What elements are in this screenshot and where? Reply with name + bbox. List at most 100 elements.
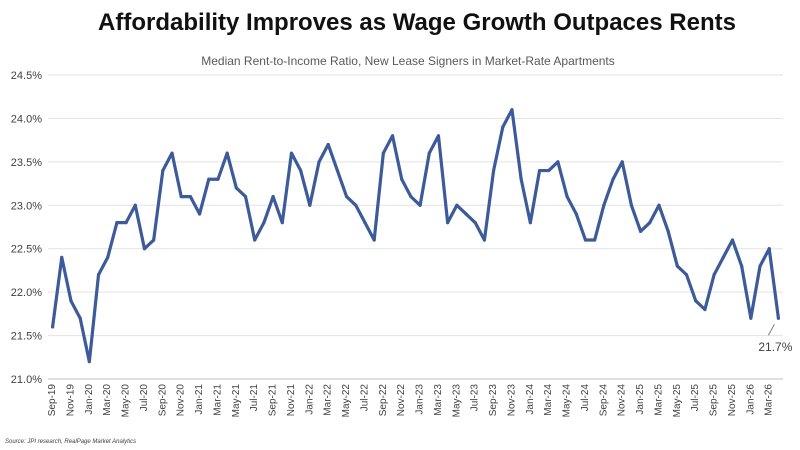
data-point	[418, 203, 422, 207]
y-tick-label: 22.5%	[11, 244, 42, 256]
x-tick-label: Nov-21	[286, 384, 297, 417]
series-layer	[50, 108, 781, 364]
x-tick-label: Mar-25	[653, 384, 664, 416]
x-tick-label: May-22	[341, 384, 352, 418]
data-point	[464, 212, 468, 216]
x-tick-label: Mar-24	[543, 384, 554, 416]
x-tick-label: Jan-22	[304, 384, 315, 415]
data-point	[400, 177, 404, 181]
data-point	[363, 221, 367, 225]
data-point	[694, 299, 698, 303]
y-tick-label: 24.5%	[11, 70, 42, 82]
x-tick-label: May-21	[231, 384, 242, 418]
data-point	[629, 203, 634, 207]
data-point	[758, 264, 762, 268]
data-point	[776, 316, 781, 320]
x-tick-label: Jul-21	[249, 384, 260, 412]
data-point	[344, 195, 349, 199]
x-tick-label: Jan-24	[525, 384, 536, 415]
data-point	[308, 203, 312, 207]
x-tick-label: Nov-22	[396, 384, 407, 417]
data-point	[666, 229, 670, 233]
data-point	[730, 238, 735, 242]
x-tick-label: Mar-20	[102, 384, 113, 416]
data-point	[455, 203, 459, 207]
data-point	[243, 195, 248, 199]
data-point	[482, 238, 487, 242]
data-point	[115, 221, 119, 225]
x-tick-label: May-20	[121, 384, 132, 418]
data-point	[262, 221, 266, 225]
data-point	[583, 238, 588, 242]
data-point	[271, 195, 275, 199]
data-point	[767, 247, 771, 251]
data-point	[638, 229, 643, 233]
data-point	[510, 108, 514, 112]
data-point	[620, 160, 624, 164]
x-tick-label: Mar-23	[433, 384, 444, 416]
annotation-leader	[767, 323, 775, 336]
x-tick-label: Mar-21	[212, 384, 223, 416]
series-line	[50, 108, 781, 364]
data-point	[473, 221, 477, 225]
data-point	[142, 247, 147, 251]
x-tick-label: Nov-25	[727, 384, 738, 417]
x-tick-label: Sep-19	[47, 384, 58, 417]
x-tick-label: Jan-21	[194, 384, 205, 415]
x-tick-label: Sep-22	[378, 384, 389, 417]
data-point	[225, 151, 229, 155]
annotations: 21.7%	[758, 323, 793, 354]
y-tick-label: 23.0%	[11, 200, 42, 212]
x-tick-label: Jul-20	[139, 384, 150, 412]
x-tick-label: Sep-25	[709, 384, 720, 417]
data-point	[234, 186, 238, 190]
y-tick-label: 21.5%	[11, 331, 42, 343]
data-point	[253, 238, 257, 242]
x-tick-label: Mar-22	[323, 384, 334, 416]
data-point	[427, 151, 431, 155]
data-point	[179, 195, 183, 199]
x-tick-label: Sep-23	[488, 384, 499, 417]
data-point	[684, 273, 689, 277]
x-tick-label: May-24	[562, 384, 573, 418]
data-point	[547, 168, 551, 173]
data-point	[712, 273, 716, 277]
data-point	[299, 168, 303, 173]
data-point	[602, 203, 606, 207]
data-point	[216, 177, 220, 181]
data-point	[289, 151, 294, 155]
y-tick-label: 21.0%	[11, 374, 42, 386]
x-tick-label: May-23	[451, 384, 462, 418]
y-tick-label: 22.0%	[11, 287, 42, 299]
data-point	[556, 160, 560, 164]
chart-subtitle: Median Rent-to-Income Ratio, New Lease S…	[201, 54, 615, 68]
data-point	[60, 255, 64, 259]
data-point	[50, 325, 55, 329]
x-tick-label: Nov-20	[176, 384, 187, 417]
data-point	[703, 307, 707, 312]
data-point	[491, 168, 496, 173]
data-point	[280, 221, 284, 225]
x-tick-label: Nov-24	[617, 384, 628, 417]
data-point	[207, 177, 211, 181]
x-tick-label: May-25	[672, 384, 683, 418]
x-tick-label: Jul-25	[690, 384, 701, 412]
x-tick-label: Sep-21	[268, 384, 279, 417]
x-tick-label: Jul-23	[470, 384, 481, 412]
x-tick-label: Nov-19	[65, 384, 76, 417]
data-point	[593, 238, 597, 242]
data-point	[372, 238, 376, 242]
data-point	[326, 142, 330, 147]
data-point	[69, 299, 73, 303]
data-point	[170, 151, 174, 155]
source-note: Source: JPI research, RealPage Market An…	[5, 439, 136, 445]
y-tick-label: 23.5%	[11, 157, 42, 169]
data-point	[188, 195, 193, 199]
data-point	[749, 316, 753, 320]
data-point	[335, 168, 340, 173]
data-point	[611, 177, 615, 181]
data-point	[152, 238, 156, 242]
data-point	[106, 255, 110, 259]
x-tick-label: Jan-23	[415, 384, 426, 415]
